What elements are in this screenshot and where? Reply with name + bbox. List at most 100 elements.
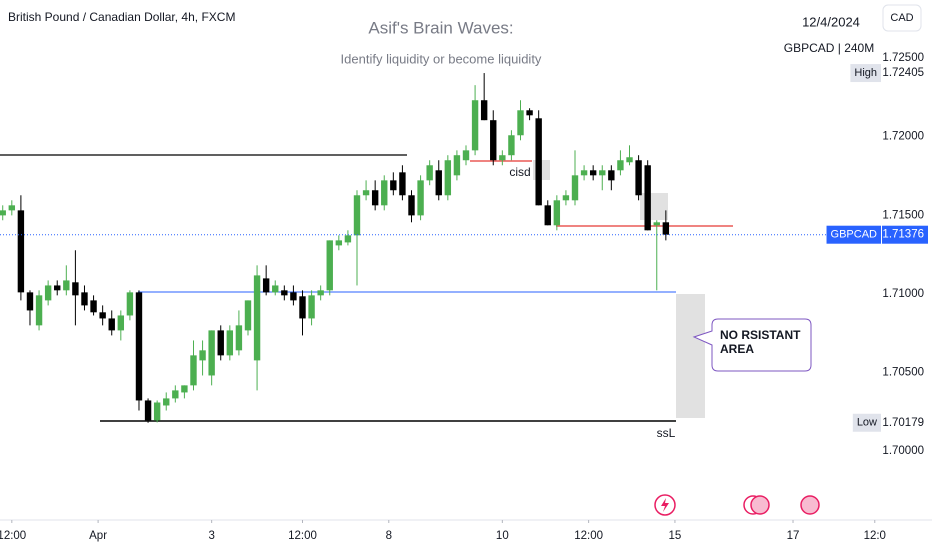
candle-body (226, 330, 234, 356)
candle-body (153, 402, 161, 421)
y-tick-label: 1.70500 (882, 366, 924, 378)
candle-body (326, 240, 333, 291)
price-tag-value: 1.72405 (882, 67, 924, 79)
candle-body (390, 180, 397, 191)
candle-body (526, 110, 533, 116)
currency-label[interactable]: CAD (890, 12, 913, 24)
candle-body (126, 292, 134, 316)
candle-body (371, 190, 379, 206)
candle-body (308, 295, 315, 319)
candle-body (589, 170, 597, 176)
candle-body (281, 290, 288, 296)
annotation: cisd (509, 165, 530, 179)
candle-body (362, 190, 370, 196)
candle-body (335, 240, 343, 246)
candle-body (471, 100, 479, 151)
candle-body (662, 222, 670, 235)
candle-body (653, 222, 660, 226)
y-tick-label: 1.71000 (882, 288, 924, 300)
price-tag-name: High (854, 67, 877, 79)
chart-title: Asif's Brain Waves: (368, 18, 513, 37)
candle-body (644, 165, 651, 231)
x-tick-label: 8 (386, 530, 392, 542)
candle-body (135, 292, 143, 401)
candle-body (353, 195, 361, 236)
date-label: 12/4/2024 (802, 14, 860, 29)
candle-body (381, 180, 388, 206)
x-tick-label: 15 (669, 530, 682, 542)
event-icon[interactable] (800, 495, 820, 515)
candle-body (163, 398, 170, 406)
candle-body (63, 280, 70, 291)
candle-body (435, 170, 442, 196)
highlight-box (676, 294, 705, 418)
price-tag-name-bg (826, 225, 881, 244)
x-tick-label: 12:0 (864, 530, 886, 542)
candle-body (635, 160, 642, 196)
candle-body (480, 100, 488, 121)
candle-body (99, 312, 106, 319)
y-tick-label: 1.70000 (882, 445, 924, 457)
candle-body (90, 300, 97, 313)
candle-body (181, 385, 188, 393)
candle-body (17, 210, 25, 293)
candle-body (190, 355, 197, 386)
candle-body (317, 290, 324, 296)
candle-body (244, 300, 252, 331)
candle-body (217, 330, 224, 356)
candle-body (599, 170, 606, 176)
annotation: ssL (657, 426, 676, 440)
price-tag-name-bg (850, 64, 881, 83)
price-tag-bg (882, 413, 928, 432)
event-icon-glyph (661, 498, 669, 512)
x-tick-label: Apr (89, 530, 107, 542)
chart-subtitle: Identify liquidity or become liquidity (341, 51, 542, 66)
candle-body (35, 295, 43, 326)
x-tick-label: 3 (208, 530, 214, 542)
candle-body (490, 120, 497, 161)
x-tick-label: 17 (787, 530, 800, 542)
candle-body (44, 285, 52, 301)
price-tag-name: Low (857, 417, 877, 429)
candle-body (54, 285, 61, 291)
candle-body (290, 292, 297, 301)
candle-body (408, 195, 415, 216)
candle-body (608, 170, 615, 181)
candle-body (208, 330, 215, 376)
candle-body (299, 296, 306, 319)
candle-body (117, 315, 125, 331)
currency-button[interactable] (882, 4, 922, 32)
price-tag-name: GBPCAD (831, 229, 878, 241)
candle-body (626, 157, 633, 163)
candle-body (199, 350, 206, 361)
event-icon[interactable] (750, 495, 770, 515)
candle-body (571, 175, 579, 201)
candle-body (253, 275, 261, 361)
price-tag-name-bg (852, 413, 881, 432)
candle-body (235, 325, 243, 351)
candles (0, 73, 670, 423)
candle-body (399, 172, 406, 196)
candle-body (26, 292, 34, 311)
candle-body (417, 180, 424, 216)
candle-body (535, 118, 542, 206)
candle-body (517, 110, 524, 136)
candle-body (72, 282, 79, 296)
candle-body (499, 155, 506, 161)
y-tick-label: 1.72000 (882, 131, 924, 143)
callout-box (692, 318, 812, 372)
price-tag-value: 1.70179 (882, 417, 924, 429)
candle-body (0, 210, 6, 216)
candle-body (453, 155, 461, 176)
event-icons (654, 494, 820, 516)
candle-body (617, 160, 624, 171)
candle-body (262, 278, 270, 293)
candle-body (8, 205, 16, 211)
x-tick-label: 10 (496, 530, 509, 542)
price-tag-value: 1.71376 (882, 229, 924, 241)
x-tick-label: 12:00 (574, 530, 603, 542)
x-tick-label: 12:00 (288, 530, 317, 542)
candle-body (344, 235, 352, 243)
drawings (0, 154, 812, 422)
